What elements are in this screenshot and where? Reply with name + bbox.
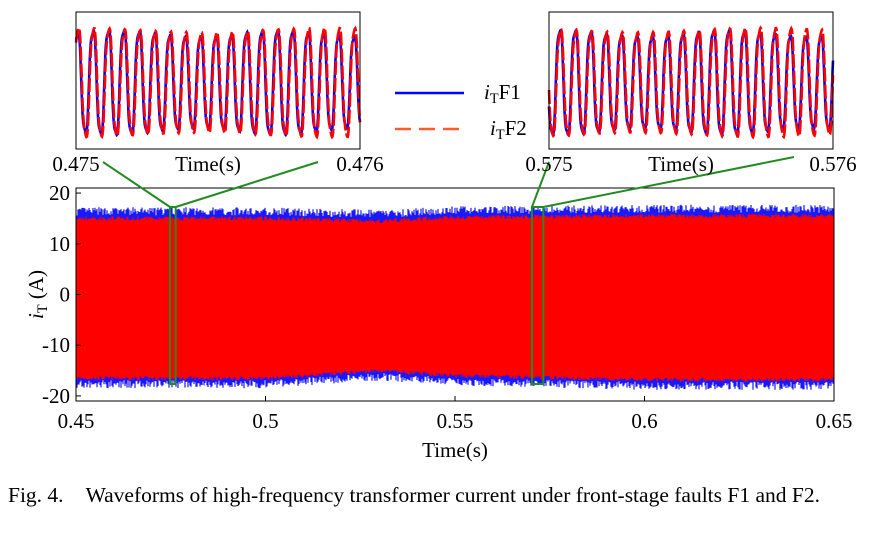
inset-2-tick-left: 0.575 — [525, 152, 572, 176]
y-tick-label: 20 — [49, 181, 70, 205]
figure-caption: Fig. 4. Waveforms of high-frequency trans… — [8, 482, 868, 509]
inset-1-frame — [75, 11, 361, 150]
zoom-connectors — [102, 156, 795, 208]
zoom-box-2 — [530, 206, 545, 385]
waveform-figure: 0.45 0.5 0.55 0.6 0.65 Time(s) 20 10 0 -10 -20 iT (… — [24, 11, 857, 462]
connector-2-right — [543, 156, 795, 208]
x-tick-label: 0.6 — [631, 409, 657, 433]
inset-1-tick-right: 0.476 — [336, 152, 383, 176]
x-axis-label: Time(s) — [422, 438, 488, 462]
x-tick-label: 0.65 — [816, 409, 853, 433]
y-tick-label: 10 — [49, 232, 70, 256]
inset-plot-1: 0.475 0.476 Time(s) — [52, 11, 384, 176]
connector-1-left — [102, 161, 171, 208]
inset-2-series-f1 — [547, 27, 835, 138]
inset-2-series-f2 — [547, 25, 835, 140]
series-f2-band — [76, 213, 834, 382]
connector-2-left — [531, 161, 550, 208]
x-tick-label: 0.45 — [58, 409, 95, 433]
inset-2-frame — [548, 11, 834, 150]
caption-text: Waveforms of high-frequency transformer … — [85, 483, 820, 507]
zoom-box-1 — [168, 206, 177, 385]
legend-label-f1: iTF1 — [484, 80, 521, 107]
y-axis-label: iT (A) — [24, 270, 51, 319]
inset-1-tick-left: 0.475 — [52, 152, 99, 176]
inset-1-xlabel: Time(s) — [175, 152, 241, 176]
y-tick-label: 0 — [60, 283, 71, 307]
caption-label: Fig. 4. — [8, 483, 64, 507]
inset-1-series-f2 — [74, 24, 362, 140]
inset-2-xlabel: Time(s) — [648, 152, 714, 176]
x-tick-label: 0.5 — [252, 409, 278, 433]
connector-1-right — [175, 161, 319, 208]
main-plot: 0.45 0.5 0.55 0.6 0.65 Time(s) 20 10 0 -10 -20 iT (… — [24, 181, 852, 462]
y-tick-label: -10 — [42, 333, 70, 357]
inset-2-tick-right: 0.576 — [809, 152, 856, 176]
legend-label-f2: iTF2 — [490, 116, 527, 143]
legend: iTF1 iTF2 — [395, 80, 527, 143]
inset-plot-2: 0.575 0.576 Time(s) — [525, 11, 857, 176]
y-axis-label-group: iT (A) — [24, 270, 51, 319]
x-tick-label: 0.55 — [437, 409, 474, 433]
y-tick-label: -20 — [42, 384, 70, 408]
